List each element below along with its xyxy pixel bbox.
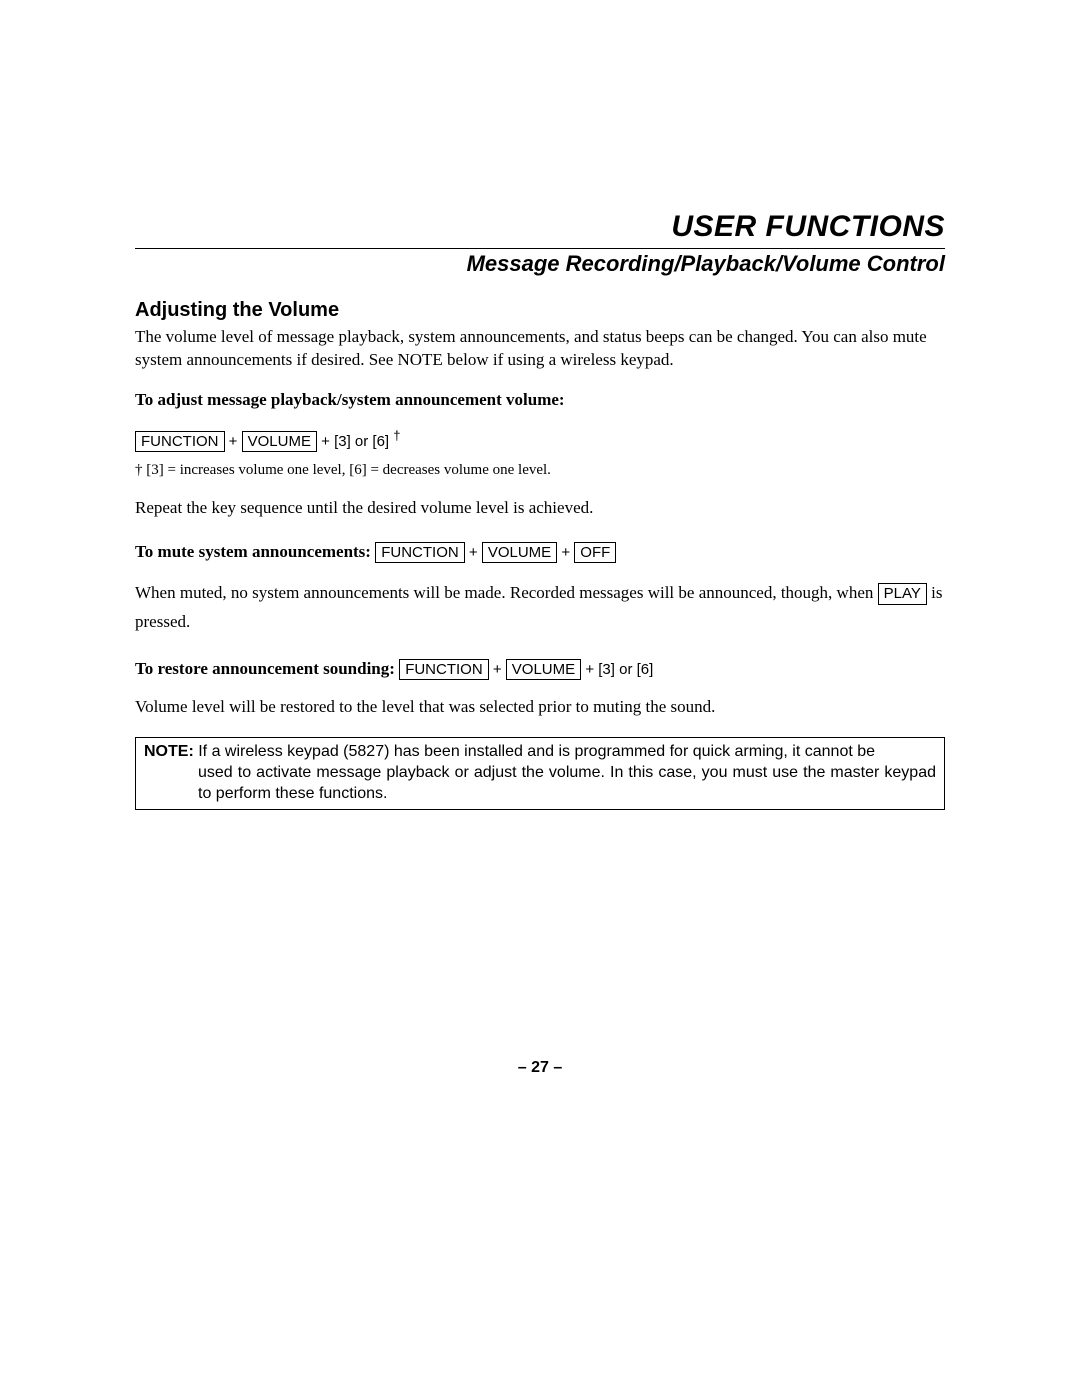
restore-row: To restore announcement sounding: FUNCTI… — [135, 655, 945, 682]
function-key: FUNCTION — [135, 431, 225, 452]
off-key: OFF — [574, 542, 616, 563]
page-title: USER FUNCTIONS — [135, 210, 945, 244]
mute-label: To mute system announcements: — [135, 542, 375, 561]
page-subtitle: Message Recording/Playback/Volume Contro… — [135, 251, 945, 277]
mute-body-pre: When muted, no system announcements will… — [135, 583, 878, 602]
document-page: USER FUNCTIONS Message Recording/Playbac… — [0, 0, 1080, 810]
function-key: FUNCTION — [399, 659, 489, 680]
adjust-label: To adjust message playback/system announ… — [135, 390, 945, 410]
note-label: NOTE: — [144, 743, 194, 760]
play-key: PLAY — [878, 583, 927, 604]
plus-text: + — [465, 544, 482, 561]
dagger-symbol: † — [393, 428, 400, 443]
header-rule — [135, 248, 945, 249]
note-line1: If a wireless keypad (5827) has been ins… — [194, 743, 875, 760]
page-number: – 27 – — [0, 1059, 1080, 1077]
note-box: NOTE: If a wireless keypad (5827) has be… — [135, 737, 945, 809]
restore-label: To restore announcement sounding: — [135, 659, 399, 678]
plus-text: + — [489, 661, 506, 678]
section-heading: Adjusting the Volume — [135, 299, 945, 322]
intro-text: The volume level of message playback, sy… — [135, 326, 945, 372]
plus-text: + — [225, 433, 242, 450]
adjust-footnote: † [3] = increases volume one level, [6] … — [135, 462, 945, 479]
mute-body: When muted, no system announcements will… — [135, 579, 945, 637]
note-line2: used to activate message playback or adj… — [144, 763, 936, 805]
mute-row: To mute system announcements: FUNCTION +… — [135, 538, 945, 565]
restore-body: Volume level will be restored to the lev… — [135, 696, 945, 719]
suffix-text: + [3] or [6] — [581, 661, 653, 678]
adjust-key-sequence: FUNCTION + VOLUME + [3] or [6] † — [135, 428, 945, 452]
volume-key: VOLUME — [506, 659, 581, 680]
volume-key: VOLUME — [482, 542, 557, 563]
plus-text: + — [557, 544, 574, 561]
function-key: FUNCTION — [375, 542, 465, 563]
repeat-text: Repeat the key sequence until the desire… — [135, 497, 945, 520]
suffix-text: + [3] or [6] — [317, 433, 393, 450]
volume-key: VOLUME — [242, 431, 317, 452]
